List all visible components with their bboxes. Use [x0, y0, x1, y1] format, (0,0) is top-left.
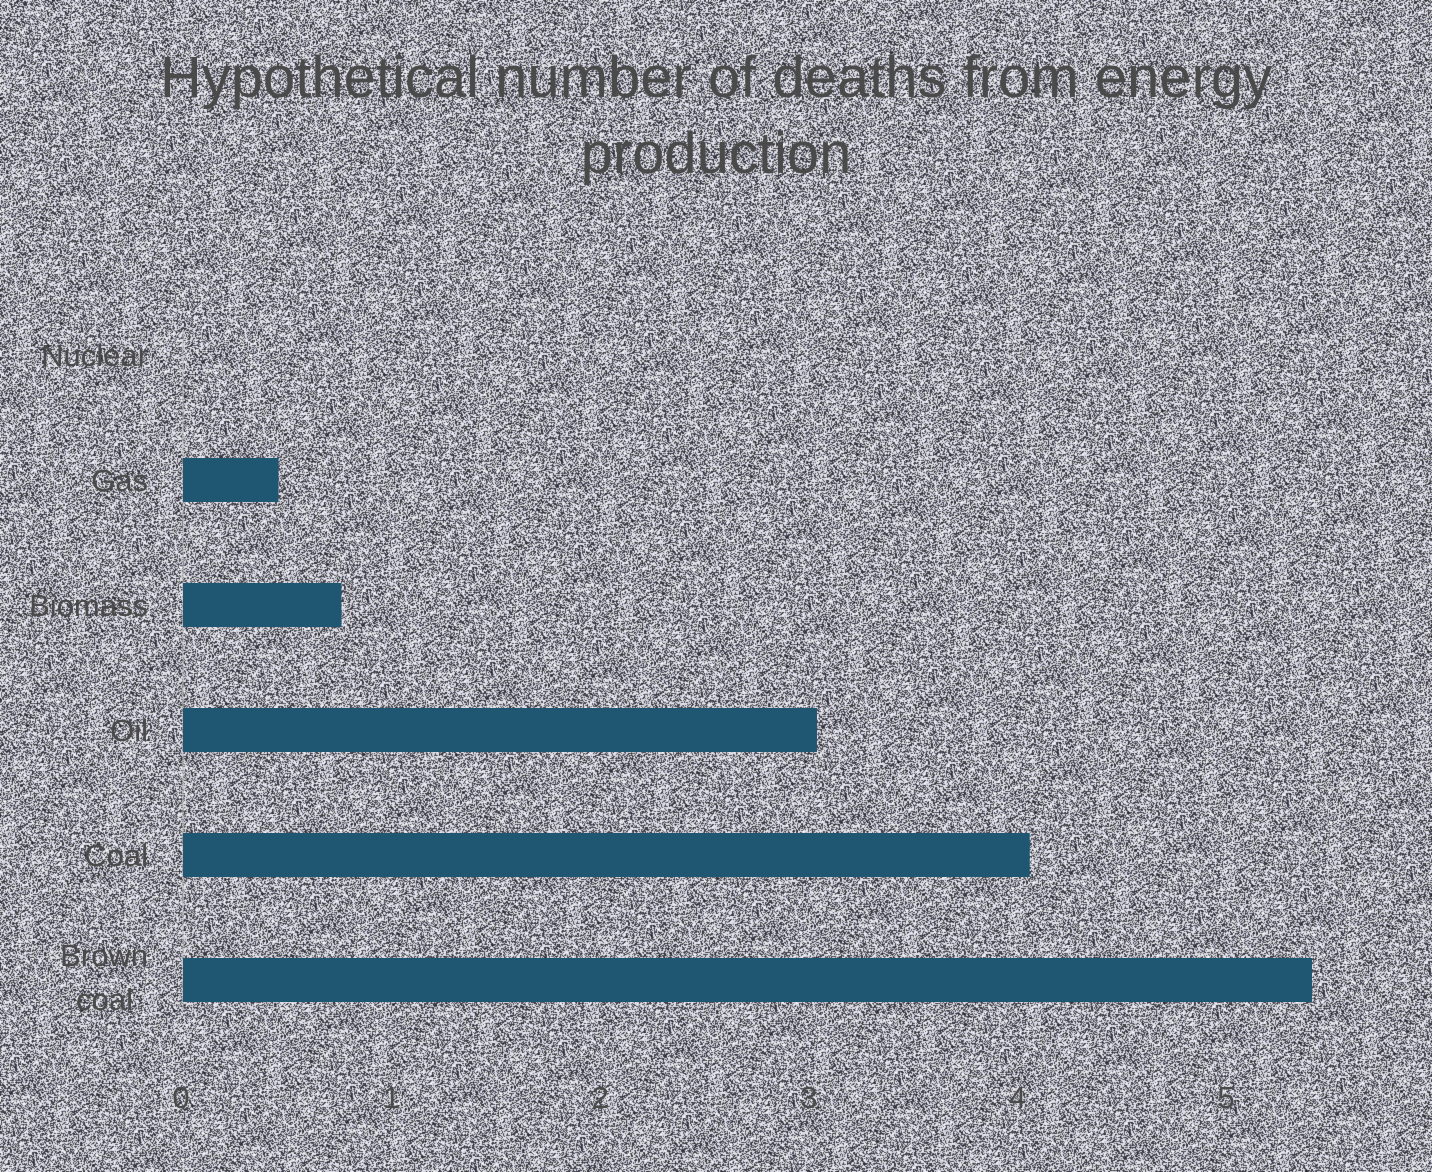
x-tick-label: 5 — [1217, 1080, 1234, 1115]
category-label: Biomass — [29, 588, 148, 623]
category-label: Coal — [84, 838, 148, 873]
bar-coal — [183, 833, 1030, 877]
x-tick-label: 1 — [383, 1080, 400, 1115]
bar-brown-coal — [183, 958, 1312, 1002]
category-label: Oil — [110, 713, 148, 748]
bar-oil — [183, 708, 817, 752]
x-tick-label: 0 — [172, 1080, 189, 1115]
plot-area: Nuclear Gas Biomass Oil Coal Brown coal 0 1 2 3 4 5 — [29, 330, 1312, 1115]
category-label: Brown coal — [60, 938, 148, 1017]
category-label: Nuclear — [41, 338, 148, 373]
category-label: Gas — [91, 463, 148, 498]
x-tick-label: 3 — [800, 1080, 817, 1115]
chart-title: Hypothetical number of deaths from energ… — [159, 45, 1273, 186]
x-tick-label: 4 — [1009, 1080, 1026, 1115]
bar-gas — [183, 458, 279, 502]
bar-biomass — [183, 583, 342, 627]
x-tick-label: 2 — [592, 1080, 609, 1115]
